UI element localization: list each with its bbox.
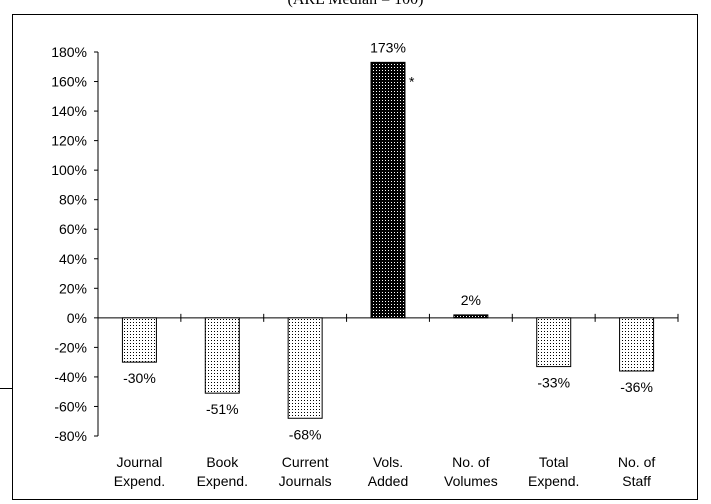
bar [536,317,572,368]
y-tick-label: -20% [54,339,87,355]
bar [619,317,655,372]
bar [204,317,240,394]
data-label: -33% [537,375,570,391]
y-tick-label: 160% [51,74,87,90]
category-label: Current Journals [279,454,332,489]
data-label: 2% [461,292,481,308]
data-label: 173% [370,39,406,55]
y-tick-label: 140% [51,103,87,119]
bar [287,317,323,419]
y-tick-label: -40% [54,369,87,385]
annotation-asterisk: * [409,73,415,89]
data-label: -68% [289,426,322,442]
category-label: No. of Volumes [444,454,498,489]
bar [121,317,157,363]
chart-title: (ARL Median = 100) [0,0,711,9]
bar [370,61,406,319]
y-tick-label: 40% [59,251,87,267]
bar [453,314,489,319]
category-label: No. of Staff [618,454,655,489]
y-tick-label: 60% [59,221,87,237]
category-label: Journal Expend. [114,454,165,489]
bars [121,61,655,419]
y-tick-label: -60% [54,398,87,414]
data-label: -51% [206,401,239,417]
category-label: Vols. Added [368,454,408,489]
y-tick-label: 80% [59,192,87,208]
y-tick-label: 180% [51,44,87,60]
y-tick-label: 0% [67,310,87,326]
y-tick-label: 100% [51,162,87,178]
frame-edge-line [0,388,12,389]
chart-frame [12,14,698,500]
category-label: Total Expend. [528,454,579,489]
data-label: -30% [123,370,156,386]
labels: -80% -60% -40% -20% 0% 20% 40% 60% 80% 100% 120% 14… [51,39,655,489]
y-tick-label: 120% [51,133,87,149]
data-label: -36% [620,379,653,395]
y-tick-label: 20% [59,280,87,296]
y-tick-label: -80% [54,428,87,444]
category-label: Book Expend. [197,454,248,489]
